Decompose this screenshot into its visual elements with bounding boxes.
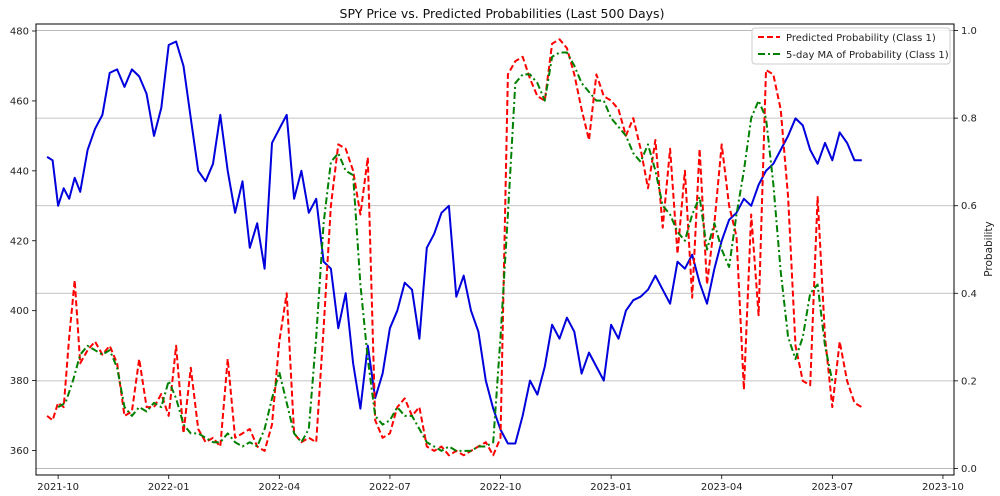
x-tick-label-4: 2022-10 — [480, 482, 522, 493]
x-tick-label-8: 2023-10 — [922, 482, 964, 493]
left-tick-label-6: 480 — [10, 26, 29, 37]
legend-label-ma: 5-day MA of Probability (Class 1) — [786, 50, 949, 61]
right-tick-label-4: 0.8 — [961, 114, 977, 125]
x-tick-label-6: 2023-04 — [701, 482, 743, 493]
right-tick-label-5: 1.0 — [961, 26, 977, 37]
left-tick-label-2: 400 — [10, 306, 29, 317]
left-tick-label-1: 380 — [10, 376, 29, 387]
x-tick-label-1: 2022-01 — [148, 482, 190, 493]
right-tick-label-3: 0.6 — [961, 201, 977, 212]
series-line-spy-price — [46, 40, 862, 445]
series-line-predicted-probability — [46, 38, 863, 457]
legend-box — [751, 27, 951, 65]
x-tick-label-0: 2021-10 — [37, 482, 79, 493]
x-tick-label-5: 2023-01 — [590, 482, 632, 493]
left-tick-label-0: 360 — [10, 446, 29, 457]
plot-frame — [35, 23, 955, 476]
legend-label-predicted: Predicted Probability (Class 1) — [786, 33, 936, 44]
x-tick-label-2: 2022-04 — [258, 482, 300, 493]
chart-title: SPY Price vs. Predicted Probabilities (L… — [340, 6, 665, 21]
series-line-ma-probability — [57, 51, 834, 452]
left-tick-label-3: 420 — [10, 236, 29, 247]
left-tick-label-5: 460 — [10, 96, 29, 107]
right-tick-label-2: 0.4 — [961, 289, 977, 300]
left-tick-label-4: 440 — [10, 166, 29, 177]
legend: Predicted Probability (Class 1) 5-day MA… — [751, 27, 951, 65]
axis-layer: 0.0 0.2 0.4 0.6 0.8 1.0 360 380 400 420 440 460 480 2… — [10, 26, 977, 493]
right-axis-label: Probability — [983, 221, 995, 277]
right-tick-label-0: 0.0 — [961, 464, 977, 475]
right-tick-label-1: 0.2 — [961, 376, 977, 387]
x-tick-label-7: 2023-07 — [811, 482, 853, 493]
series-layer — [46, 38, 863, 457]
grid-layer — [36, 30, 954, 469]
x-tick-label-3: 2022-07 — [369, 482, 411, 493]
